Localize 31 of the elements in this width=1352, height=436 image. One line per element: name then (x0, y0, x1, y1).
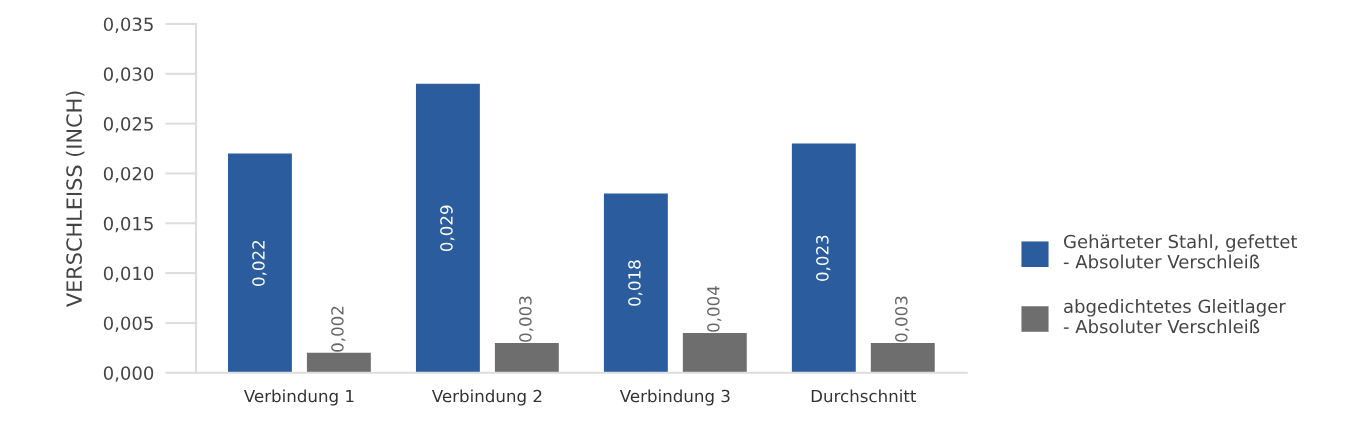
y-tick-label: 0,010 (103, 266, 154, 283)
data-label: 0,022 (252, 240, 267, 286)
bar (227, 153, 292, 373)
data-label: 0,029 (440, 205, 455, 252)
x-tick-label: Verbindung 2 (431, 389, 542, 406)
legend-label: Gehärteter Stahl, gefettet - Absoluter Verschleiß (1063, 234, 1298, 269)
bar (494, 342, 559, 373)
bar (306, 352, 371, 373)
bar (870, 342, 935, 373)
y-tick-label: 0,025 (103, 117, 153, 133)
y-tick-label: 0,000 (103, 366, 154, 382)
y-axis-title: VERSCHLEISS (INCH) (65, 91, 85, 307)
x-tick-label: Verbindung 3 (619, 389, 730, 406)
bar (682, 332, 747, 373)
data-label: 0,003 (519, 296, 534, 342)
x-tick-label: Verbindung 1 (243, 389, 354, 406)
bar (603, 193, 668, 373)
bar (791, 143, 856, 373)
y-tick-label: 0,015 (103, 216, 153, 233)
data-label: 0,002 (331, 306, 346, 352)
y-tick-label: 0,020 (103, 166, 154, 183)
data-label: 0,023 (816, 235, 831, 281)
bar (415, 83, 480, 373)
legend-label: abgedichtetes Gleitlager - Absoluter Verschleiß (1063, 299, 1286, 334)
y-tick-label: 0,035 (103, 17, 153, 33)
y-tick-label: 0,030 (103, 67, 154, 83)
data-label: 0,003 (895, 296, 910, 342)
data-label: 0,004 (707, 286, 722, 332)
x-tick-label: Durchschnitt (811, 389, 917, 403)
y-tick-label: 0,005 (103, 316, 153, 332)
data-label: 0,018 (628, 260, 643, 306)
